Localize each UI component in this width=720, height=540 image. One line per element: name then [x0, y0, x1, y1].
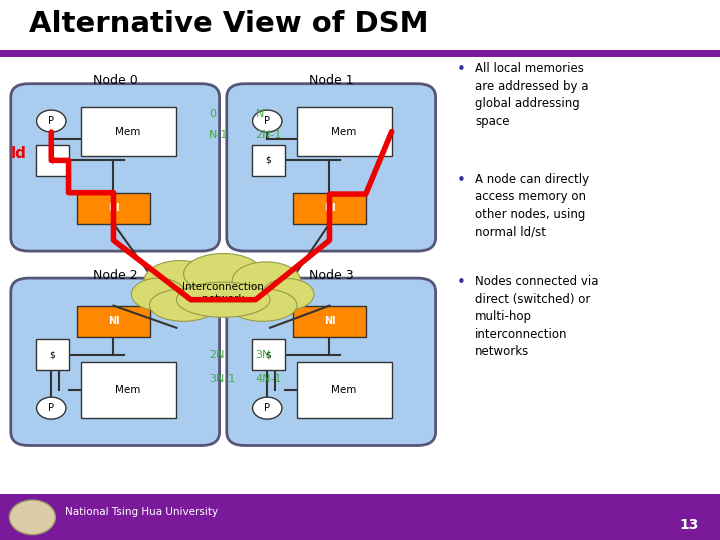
Text: ld: ld — [11, 146, 27, 161]
Text: Mem: Mem — [331, 126, 357, 137]
FancyBboxPatch shape — [11, 84, 220, 251]
Text: P: P — [48, 403, 54, 413]
Text: Node 0: Node 0 — [93, 75, 138, 87]
Bar — [252, 145, 284, 176]
Circle shape — [37, 397, 66, 419]
Bar — [77, 193, 150, 224]
Text: $: $ — [49, 350, 55, 359]
Text: Mem: Mem — [115, 385, 141, 395]
Bar — [293, 193, 366, 224]
Circle shape — [37, 110, 66, 132]
Text: 13: 13 — [679, 518, 698, 532]
Ellipse shape — [150, 289, 218, 321]
Text: NI: NI — [324, 316, 336, 326]
Text: Mem: Mem — [115, 126, 141, 137]
Bar — [77, 306, 150, 336]
Text: NI: NI — [108, 203, 120, 213]
Bar — [0, 494, 720, 540]
Text: 3N: 3N — [256, 350, 271, 360]
FancyBboxPatch shape — [227, 278, 436, 446]
Text: NI: NI — [108, 316, 120, 326]
Text: •: • — [457, 275, 466, 291]
Text: A node can directly
access memory on
other nodes, using
normal ld/st: A node can directly access memory on oth… — [475, 173, 590, 238]
Text: $: $ — [49, 156, 55, 165]
Bar — [36, 339, 68, 370]
Text: Alternative View of DSM: Alternative View of DSM — [29, 10, 428, 38]
Text: N: N — [256, 109, 264, 119]
Text: National Tsing Hua University: National Tsing Hua University — [65, 507, 218, 517]
Bar — [297, 362, 392, 418]
Text: 2N-1: 2N-1 — [256, 130, 282, 140]
Bar — [36, 145, 68, 176]
Text: P: P — [264, 403, 270, 413]
Ellipse shape — [132, 278, 186, 310]
Text: Interconnection
network: Interconnection network — [182, 282, 264, 304]
Text: 4N-1: 4N-1 — [256, 374, 282, 383]
Text: P: P — [264, 116, 270, 126]
Ellipse shape — [262, 279, 314, 310]
Ellipse shape — [232, 262, 301, 300]
Ellipse shape — [144, 261, 216, 301]
Bar — [81, 107, 176, 156]
Bar — [81, 362, 176, 418]
Text: Nodes connected via
direct (switched) or
multi-hop
interconnection
networks: Nodes connected via direct (switched) or… — [475, 275, 599, 359]
FancyBboxPatch shape — [11, 278, 220, 446]
Text: Node 1: Node 1 — [309, 75, 354, 87]
Text: $: $ — [265, 156, 271, 165]
Text: Mem: Mem — [331, 385, 357, 395]
Bar — [293, 306, 366, 336]
Bar — [252, 339, 284, 370]
Text: •: • — [457, 62, 466, 77]
Circle shape — [9, 500, 55, 535]
Ellipse shape — [229, 289, 297, 321]
Text: Node 3: Node 3 — [309, 269, 354, 282]
Ellipse shape — [176, 282, 270, 317]
Text: •: • — [457, 173, 466, 188]
Bar — [0, 50, 720, 57]
Ellipse shape — [184, 254, 263, 294]
Text: Node 2: Node 2 — [93, 269, 138, 282]
Circle shape — [253, 110, 282, 132]
Text: 2N: 2N — [209, 350, 225, 360]
Circle shape — [253, 397, 282, 419]
Text: All local memories
are addressed by a
global addressing
space: All local memories are addressed by a gl… — [475, 62, 589, 127]
Text: 0: 0 — [209, 109, 216, 119]
Bar — [297, 107, 392, 156]
Text: P: P — [48, 116, 54, 126]
Text: $: $ — [265, 350, 271, 359]
Text: N-1: N-1 — [209, 130, 228, 140]
FancyBboxPatch shape — [227, 84, 436, 251]
Text: NI: NI — [324, 203, 336, 213]
Text: 3N-1: 3N-1 — [209, 374, 235, 383]
